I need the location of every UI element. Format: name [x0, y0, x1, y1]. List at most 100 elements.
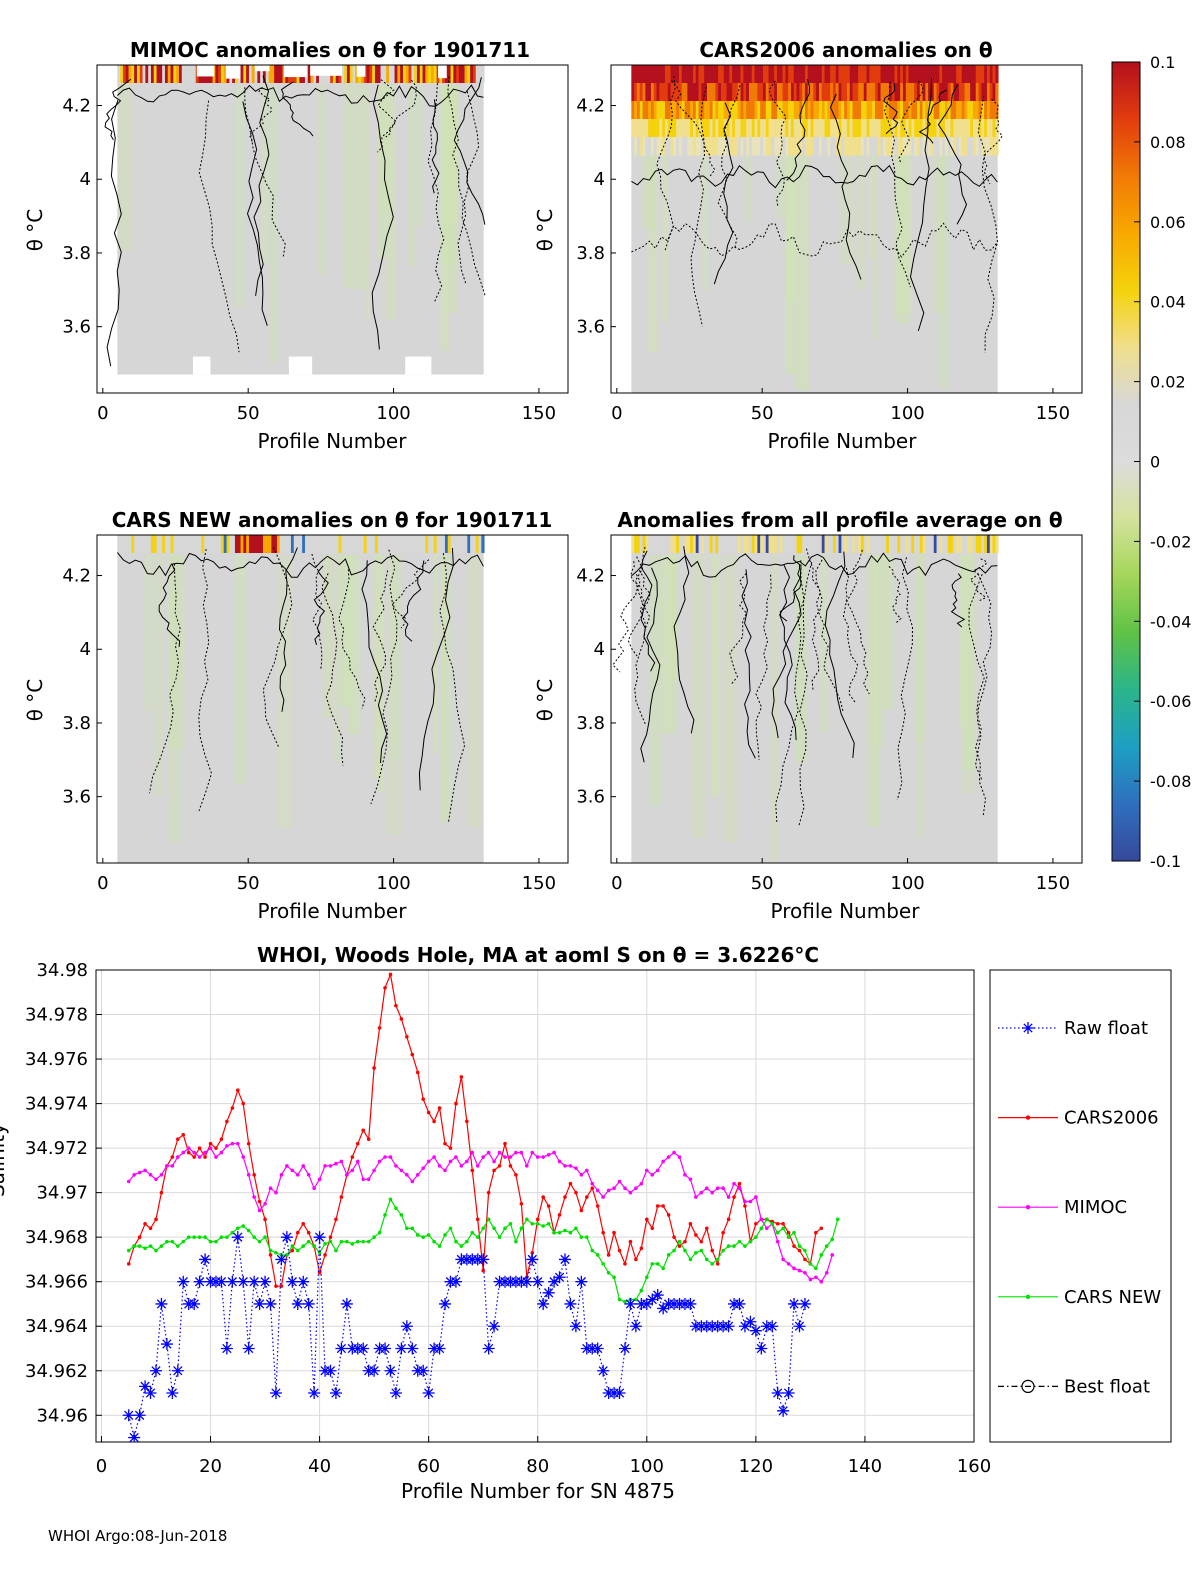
anomaly-cell	[776, 137, 781, 156]
anomaly-cell	[690, 137, 694, 156]
anomaly-cell	[774, 137, 778, 156]
data-point	[497, 1150, 502, 1155]
anomaly-cell	[760, 119, 764, 138]
anomaly-streak	[855, 85, 866, 290]
anomaly-cell	[908, 535, 912, 553]
anomaly-cell	[734, 137, 739, 156]
data-point	[203, 1155, 207, 1159]
anomaly-cell	[274, 65, 278, 83]
anomaly-cell	[986, 119, 991, 138]
anomaly-cell	[883, 119, 887, 138]
anomaly-cell	[942, 535, 946, 553]
data-point	[448, 1159, 453, 1164]
anomaly-cell	[475, 65, 479, 83]
data-point	[684, 1297, 697, 1310]
data-point	[237, 1275, 250, 1288]
anomaly-cell	[905, 119, 909, 138]
anomaly-cell	[846, 83, 851, 102]
anomaly-cell	[961, 65, 965, 84]
anomaly-cell	[802, 65, 806, 84]
anomaly-cell	[824, 101, 828, 120]
anomaly-cell	[720, 83, 725, 102]
anomaly-cell	[662, 83, 666, 102]
anomaly-cell	[928, 119, 932, 138]
anomaly-cell	[246, 535, 250, 553]
anomaly-cell	[366, 65, 370, 83]
anomaly-cell	[192, 535, 197, 553]
data-point	[399, 1213, 404, 1217]
anomaly-cell	[804, 137, 809, 156]
anomaly-cell	[995, 535, 999, 553]
anomaly-cell	[712, 535, 716, 553]
data-point	[666, 1253, 671, 1257]
data-point	[623, 1186, 627, 1190]
anomaly-cell	[939, 137, 943, 156]
anomaly-cell	[709, 137, 713, 156]
anomaly-cell	[701, 137, 705, 156]
data-point	[585, 1195, 589, 1199]
anomaly-cell	[436, 535, 440, 553]
anomaly-cell	[816, 65, 820, 84]
data-point	[323, 1164, 327, 1168]
data-point	[655, 1262, 660, 1266]
missing-data	[356, 65, 366, 77]
anomaly-cell	[905, 65, 909, 84]
anomaly-cell	[810, 535, 814, 553]
anomaly-cell	[869, 83, 873, 102]
anomaly-cell	[639, 535, 643, 553]
anomaly-cell	[944, 535, 949, 553]
y-tick-label: 34.972	[25, 1138, 88, 1159]
colorbar-tick-label: -0.04	[1150, 612, 1191, 631]
anomaly-cell	[164, 535, 169, 553]
data-point	[279, 1284, 284, 1288]
anomaly-cell	[900, 137, 904, 156]
anomaly-cell	[397, 535, 401, 553]
data-point	[726, 1195, 731, 1199]
anomaly-cell	[956, 137, 960, 156]
data-point	[486, 1217, 491, 1222]
anomaly-cell	[170, 65, 174, 83]
data-point	[339, 1239, 344, 1244]
anomaly-cell	[481, 65, 485, 83]
data-point	[400, 1320, 413, 1333]
data-point	[241, 1224, 246, 1228]
series-line	[128, 972, 822, 1287]
data-point	[503, 1141, 507, 1146]
anomaly-cell	[162, 535, 166, 553]
anomaly-cell	[776, 83, 781, 102]
anomaly-cell	[639, 119, 643, 138]
anomaly-cell	[880, 119, 884, 138]
anomaly-cell	[296, 535, 300, 553]
anomaly-cell	[799, 137, 803, 156]
data-point	[263, 1217, 267, 1222]
anomaly-cell	[740, 137, 744, 156]
series-raw-float	[122, 1231, 811, 1442]
anomaly-cell	[743, 137, 747, 156]
anomaly-cell	[748, 101, 753, 120]
anomaly-streak	[959, 555, 965, 728]
axis-ticks: 0 20 40 60 80 100 120 140 16034.9634.96234.96434…	[25, 960, 991, 1477]
data-point	[590, 1181, 595, 1186]
contour-line	[631, 222, 998, 258]
y-tick-label: 3.8	[576, 243, 605, 264]
anomaly-cell	[746, 83, 750, 102]
y-tick-label: 3.8	[62, 713, 91, 734]
data-point	[443, 1168, 447, 1173]
data-point	[775, 1230, 780, 1235]
anomaly-cell	[234, 535, 239, 553]
data-point	[548, 1275, 561, 1288]
anomaly-cell	[762, 119, 767, 138]
anomaly-cell	[995, 65, 999, 84]
anomaly-cell	[670, 65, 674, 84]
data-point	[448, 1146, 453, 1150]
anomaly-cell	[880, 101, 884, 120]
data-point	[405, 1173, 409, 1177]
colorbar-tick-label: 0	[1150, 453, 1160, 472]
anomaly-cell	[372, 535, 376, 553]
plot-frame	[95, 969, 975, 1443]
data-point	[803, 1248, 807, 1253]
data-point	[159, 1190, 164, 1195]
anomaly-cell	[782, 83, 786, 102]
data-point	[389, 1387, 402, 1400]
